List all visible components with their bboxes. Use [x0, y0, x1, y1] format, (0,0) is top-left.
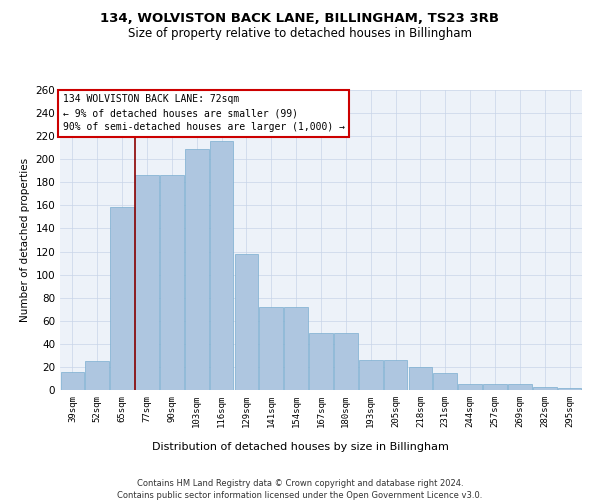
Bar [483, 384, 507, 390]
Text: Distribution of detached houses by size in Billingham: Distribution of detached houses by size … [152, 442, 448, 452]
Bar [85, 361, 109, 390]
Bar [334, 334, 358, 390]
Text: 134 WOLVISTON BACK LANE: 72sqm
← 9% of detached houses are smaller (99)
90% of s: 134 WOLVISTON BACK LANE: 72sqm ← 9% of d… [62, 94, 344, 132]
Bar [110, 206, 134, 390]
Bar [458, 384, 482, 390]
Bar [210, 141, 233, 390]
Bar [259, 307, 283, 390]
Bar [135, 176, 159, 390]
Bar [284, 307, 308, 390]
Text: Contains HM Land Registry data © Crown copyright and database right 2024.: Contains HM Land Registry data © Crown c… [137, 479, 463, 488]
Bar [160, 176, 184, 390]
Text: Size of property relative to detached houses in Billingham: Size of property relative to detached ho… [128, 28, 472, 40]
Bar [384, 360, 407, 390]
Bar [508, 384, 532, 390]
Bar [61, 372, 84, 390]
Y-axis label: Number of detached properties: Number of detached properties [20, 158, 30, 322]
Bar [409, 367, 432, 390]
Bar [533, 386, 557, 390]
Text: Contains public sector information licensed under the Open Government Licence v3: Contains public sector information licen… [118, 491, 482, 500]
Bar [185, 149, 209, 390]
Bar [309, 334, 333, 390]
Bar [558, 388, 581, 390]
Bar [235, 254, 258, 390]
Text: 134, WOLVISTON BACK LANE, BILLINGHAM, TS23 3RB: 134, WOLVISTON BACK LANE, BILLINGHAM, TS… [101, 12, 499, 26]
Bar [359, 360, 383, 390]
Bar [433, 372, 457, 390]
